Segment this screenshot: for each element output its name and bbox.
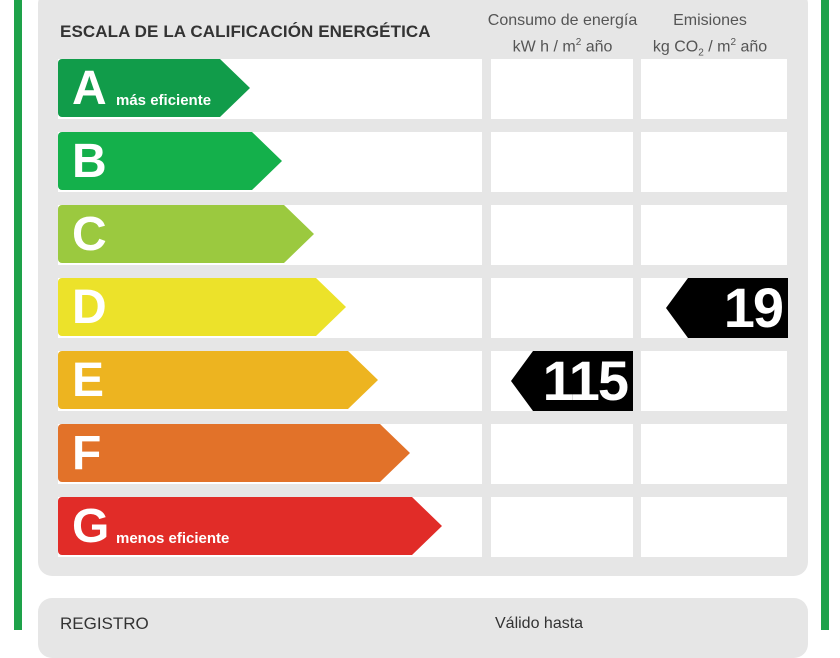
emisiones-column-header: Emisiones kg CO2 / m2 año	[640, 10, 780, 65]
emisiones-cell-e	[641, 351, 787, 411]
emisiones-cell-g	[641, 497, 787, 557]
emisiones-header-line1: Emisiones	[673, 12, 747, 29]
green-frame-right	[821, 0, 829, 630]
consumo-cell-g	[491, 497, 633, 557]
band-letter: B	[72, 135, 107, 188]
consumo-cell-b	[491, 132, 633, 192]
scale-title: ESCALA DE LA CALIFICACIÓN ENERGÉTICA	[60, 22, 431, 41]
band-d: D	[58, 278, 346, 336]
valido-hasta-label: Válido hasta	[495, 615, 584, 632]
band-c: C	[58, 205, 314, 263]
band-letter: D	[72, 281, 107, 334]
band-f: F	[58, 424, 410, 482]
consumo-cell-d	[491, 278, 633, 338]
band-b: B	[58, 132, 282, 190]
band-e: E	[58, 351, 378, 409]
consumo-cell-f	[491, 424, 633, 484]
emisiones-rating-value: 19	[723, 276, 784, 339]
emisiones-header-line2: kg CO2 / m2 año	[652, 37, 768, 59]
consumo-header-line1: Consumo de energía	[487, 12, 638, 29]
band-letter: A	[72, 62, 107, 115]
registro-label: REGISTRO	[60, 614, 149, 633]
consumo-rating-value: 115	[542, 349, 629, 412]
emisiones-cell-a	[641, 59, 787, 119]
green-frame-left	[14, 0, 22, 630]
band-letter: E	[72, 354, 105, 407]
emisiones-rating-pointer: 19	[666, 278, 788, 338]
band-letter: C	[72, 208, 107, 261]
emisiones-cell-b	[641, 132, 787, 192]
band-sublabel: menos eficiente	[116, 530, 230, 547]
band-letter: G	[72, 500, 110, 553]
consumo-rating-pointer: 115	[511, 351, 633, 411]
consumo-column-header: Consumo de energía kW h / m2 año	[480, 10, 645, 58]
registro-panel	[38, 598, 808, 658]
emisiones-cell-c	[641, 205, 787, 265]
band-letter: F	[72, 427, 102, 480]
consumo-cell-a	[491, 59, 633, 119]
emisiones-cell-f	[641, 424, 787, 484]
consumo-header-line2: kW h / m2 año	[512, 37, 613, 56]
consumo-cell-c	[491, 205, 633, 265]
band-sublabel: más eficiente	[116, 92, 212, 109]
